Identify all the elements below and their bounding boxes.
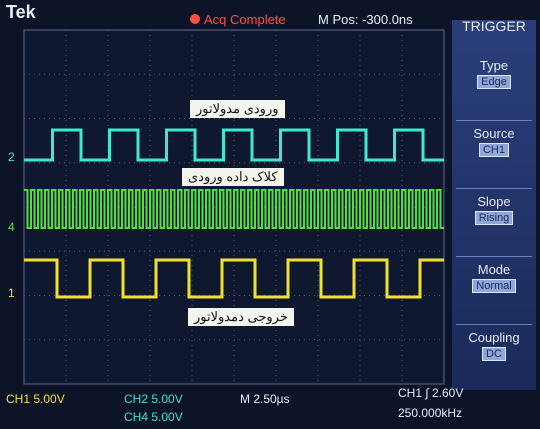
trigger-level: CH1 ∫ 2.60V bbox=[398, 386, 463, 400]
channel-marker: 1 bbox=[8, 286, 15, 300]
ch4-scale: CH4 5.00V bbox=[124, 410, 183, 424]
trace-label: کلاک داده ورودی bbox=[182, 168, 284, 186]
separator bbox=[456, 188, 532, 189]
menu-value: DC bbox=[482, 347, 506, 361]
separator bbox=[456, 324, 532, 325]
frequency: 250.000kHz bbox=[398, 406, 462, 420]
menu-label: Slope bbox=[452, 194, 536, 209]
menu-value: Rising bbox=[475, 211, 514, 225]
menu-item[interactable]: Type Edge bbox=[452, 58, 536, 89]
channel-marker: 2 bbox=[8, 150, 15, 164]
menu-label: Mode bbox=[452, 262, 536, 277]
menu-label: Coupling bbox=[452, 330, 536, 345]
trace-label: خروجی دمدولاتور bbox=[188, 308, 294, 326]
trace-green bbox=[24, 190, 444, 228]
ch1-scale: CH1 5.00V bbox=[6, 392, 65, 406]
ch2-scale: CH2 5.00V bbox=[124, 392, 183, 406]
menu-value: Edge bbox=[477, 75, 511, 89]
oscilloscope-screen: Tek Acq Complete M Pos: -300.0ns TRIGGER… bbox=[0, 0, 540, 429]
separator bbox=[456, 256, 532, 257]
menu-title: TRIGGER bbox=[452, 18, 536, 34]
trace-label: ورودی مدولاتور bbox=[190, 100, 285, 118]
menu-item[interactable]: Source CH1 bbox=[452, 126, 536, 157]
menu-value: Normal bbox=[472, 279, 515, 293]
menu-label: Source bbox=[452, 126, 536, 141]
menu-item[interactable]: Slope Rising bbox=[452, 194, 536, 225]
menu-item[interactable]: Coupling DC bbox=[452, 330, 536, 361]
menu-value: CH1 bbox=[479, 143, 509, 157]
channel-marker: 4 bbox=[8, 220, 15, 234]
separator bbox=[456, 120, 532, 121]
timebase: M 2.50µs bbox=[240, 392, 290, 406]
menu-item[interactable]: Mode Normal bbox=[452, 262, 536, 293]
trigger-menu: TRIGGER Type Edge Source CH1 Slope Rising Mode… bbox=[452, 20, 536, 390]
menu-label: Type bbox=[452, 58, 536, 73]
